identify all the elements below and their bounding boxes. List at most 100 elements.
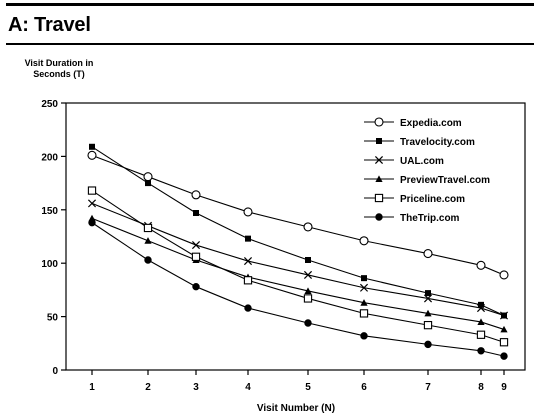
data-point-stroke: [359, 283, 369, 292]
legend-item: Travelocity.com: [364, 137, 475, 148]
data-point: [145, 180, 151, 187]
data-point: [360, 332, 368, 340]
data-point: [359, 283, 369, 292]
data-point: [360, 299, 368, 306]
legend-item: Priceline.com: [364, 193, 465, 205]
x-tick-label: 5: [305, 382, 311, 393]
data-point: [245, 235, 251, 242]
y-axis-label-line2: Seconds (T): [33, 69, 85, 79]
data-point: [303, 294, 313, 303]
x-tick-label: 2: [145, 382, 151, 393]
legend-label: Travelocity.com: [400, 137, 475, 148]
data-point: [144, 256, 152, 264]
top-rule: [6, 3, 534, 6]
data-point: [499, 338, 509, 347]
data-point: [500, 325, 508, 333]
series-priceline-com: [87, 186, 509, 347]
x-tick-label: 7: [425, 382, 431, 393]
data-point: [192, 282, 200, 291]
legend-label: Priceline.com: [400, 194, 465, 205]
data-point: [423, 320, 433, 330]
data-point: [361, 275, 367, 282]
x-tick-label: 3: [193, 382, 199, 393]
data-point: [376, 138, 382, 144]
data-point: [143, 223, 153, 233]
y-tick-label: 150: [41, 206, 58, 217]
data-point: [191, 190, 201, 200]
data-point-stroke: [423, 294, 433, 303]
data-point: [144, 237, 152, 244]
title-rule: [6, 43, 534, 45]
data-point: [191, 252, 201, 261]
data-point: [88, 218, 96, 227]
legend-label: UAL.com: [400, 156, 444, 167]
legend-label: Expedia.com: [400, 118, 462, 129]
legend-item: UAL.com: [364, 155, 444, 167]
data-point: [304, 287, 312, 294]
data-point: [500, 352, 508, 360]
data-point-stroke: [87, 199, 97, 208]
data-point: [243, 257, 253, 266]
data-point: [359, 309, 369, 318]
data-point: [303, 222, 313, 232]
legend-item: TheTrip.com: [364, 213, 460, 224]
data-point-stroke: [191, 241, 201, 250]
x-tick-label: 8: [478, 382, 484, 393]
series-group: [87, 143, 509, 360]
series-previewtravel-com: [88, 214, 508, 333]
data-point: [244, 304, 252, 312]
data-point: [476, 330, 486, 339]
x-tick-label: 9: [501, 382, 507, 393]
data-point: [87, 186, 97, 195]
data-point-stroke: [499, 311, 509, 320]
data-point-stroke: [303, 270, 313, 279]
data-point: [499, 270, 509, 280]
data-point: [143, 172, 153, 182]
y-tick-label: 250: [41, 99, 58, 110]
data-point: [193, 210, 199, 217]
data-point: [375, 213, 383, 221]
data-point: [478, 301, 484, 308]
y-axis-label: Visit Duration in Seconds (T): [4, 58, 114, 80]
series-expedia-com: [87, 150, 509, 280]
data-point: [476, 260, 486, 270]
data-point: [87, 150, 97, 160]
y-tick-label: 50: [47, 313, 59, 324]
data-point: [303, 270, 313, 279]
data-point-stroke: [476, 304, 486, 313]
data-point: [374, 155, 384, 165]
data-point: [375, 175, 383, 182]
data-point: [374, 193, 384, 203]
data-point: [359, 236, 369, 246]
panel-title: A: Travel: [8, 14, 91, 36]
data-point: [477, 318, 485, 325]
y-tick-label: 100: [41, 259, 58, 270]
x-axis-label: Visit Number (N): [257, 403, 335, 414]
data-point: [305, 256, 311, 263]
x-tick-label: 1: [89, 382, 95, 393]
legend-item: PreviewTravel.com: [364, 175, 490, 186]
legend-label: TheTrip.com: [400, 213, 460, 224]
data-point-stroke: [243, 257, 253, 266]
y-tick-label: 0: [52, 366, 58, 377]
data-point: [191, 241, 201, 250]
data-point: [304, 319, 312, 327]
axes: 0 50 100 150 200 250 1 2 3 4 5 6 7 8 9: [41, 99, 526, 393]
data-point: [374, 117, 384, 127]
data-point: [423, 294, 433, 303]
data-point: [424, 309, 432, 317]
series-line: [91, 217, 505, 330]
legend-label: PreviewTravel.com: [400, 175, 490, 186]
data-point: [423, 249, 433, 259]
data-point: [476, 304, 486, 313]
y-axis-label-line1: Visit Duration in: [24, 58, 94, 68]
data-point: [425, 290, 431, 297]
data-point: [477, 347, 485, 355]
series-thetrip-com: [88, 218, 508, 360]
plot-frame: [65, 102, 526, 371]
data-point-stroke: [374, 155, 384, 165]
x-tick-label: 6: [361, 382, 367, 393]
data-point: [499, 311, 509, 320]
data-point: [87, 199, 97, 208]
